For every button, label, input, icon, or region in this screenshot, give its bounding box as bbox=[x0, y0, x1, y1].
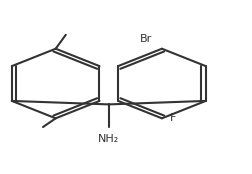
Text: NH₂: NH₂ bbox=[98, 134, 119, 144]
Text: Br: Br bbox=[139, 34, 151, 44]
Text: F: F bbox=[169, 113, 175, 123]
